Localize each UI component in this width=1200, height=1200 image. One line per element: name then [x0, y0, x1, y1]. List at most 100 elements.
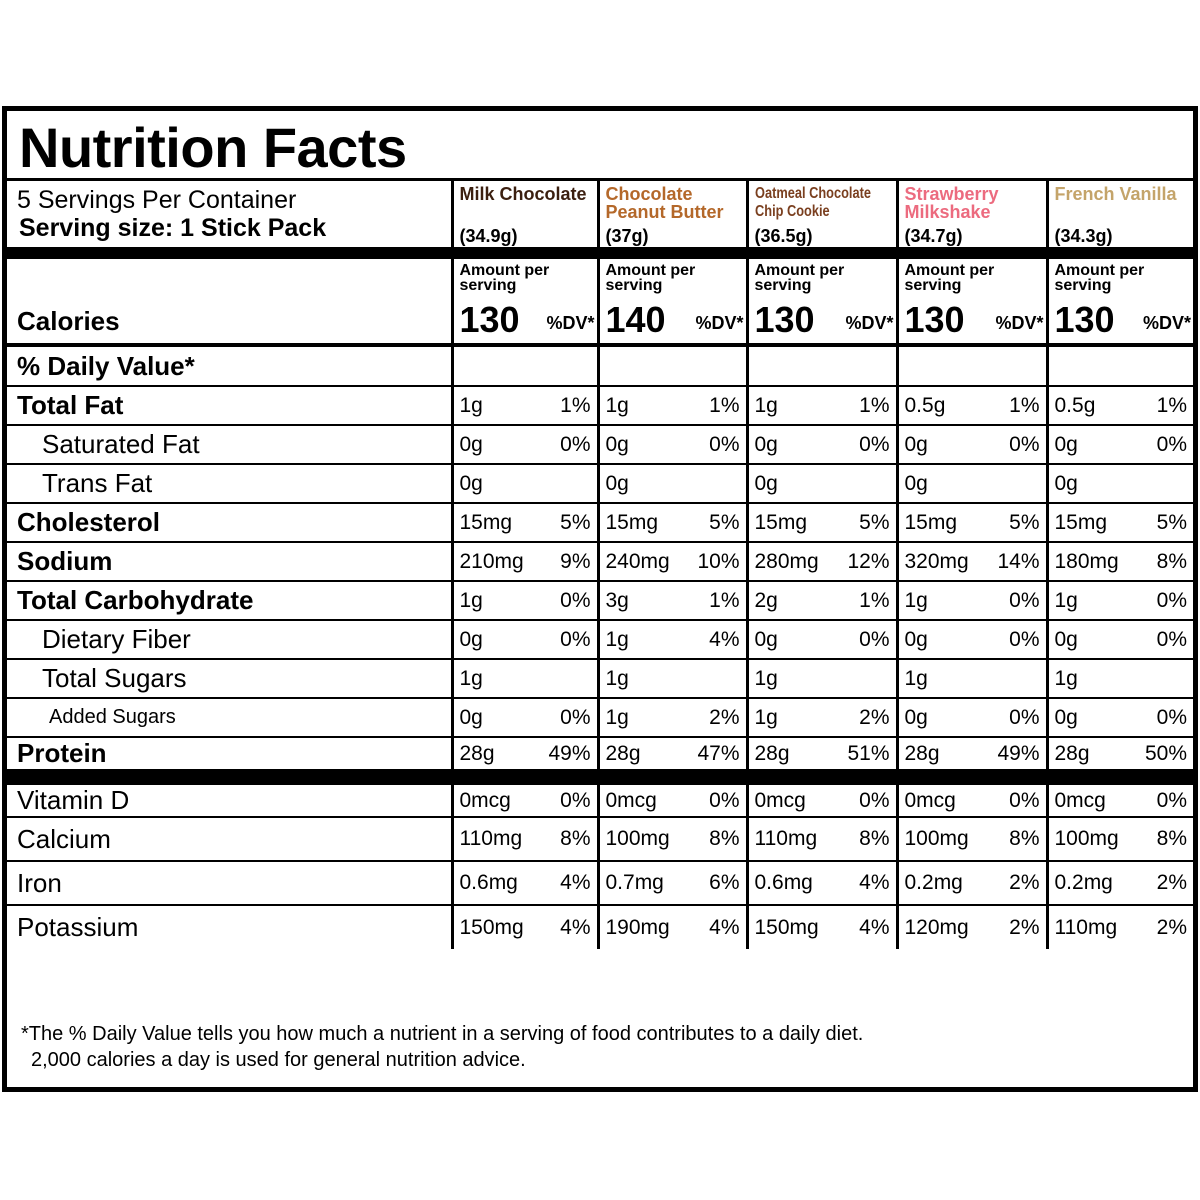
percent-dv: 0%: [560, 705, 591, 729]
nutrient-cell: 0g: [450, 463, 598, 503]
percent-dv: 1%: [560, 393, 591, 417]
nutrient-cell: 1g 0%: [450, 580, 598, 620]
nutrient-cell: 110mg 8%: [745, 816, 897, 861]
percent-dv: 6%: [709, 871, 740, 894]
flavor-weight: (34.9g): [459, 226, 518, 246]
calories-value: 130: [459, 299, 520, 340]
nutrient-cell: 0g 0%: [596, 424, 747, 464]
percent-dv: 5%: [709, 510, 740, 534]
nutrient-cell: 0.6mg 4%: [450, 860, 598, 905]
nutrient-row: Sodium 210mg 9% 240mg 10% 280mg 12% 320mg 14% 180…: [7, 541, 1193, 581]
nutrient-cell: 1g 1%: [450, 385, 598, 425]
nutrient-cell: 0g: [745, 463, 897, 503]
nutrient-cell: 180mg 8%: [1045, 541, 1193, 581]
nutrient-row: Cholesterol 15mg 5% 15mg 5% 15mg 5% 15mg 5% 15mg 5…: [7, 502, 1193, 542]
nutrient-cell: 28g 50%: [1045, 736, 1193, 777]
nutrient-cell: 1g: [895, 658, 1047, 698]
percent-dv: 1%: [709, 393, 740, 417]
amount-per-serving: Amount per serving: [754, 262, 845, 294]
amount: 100mg: [1054, 827, 1119, 850]
amount: 28g: [904, 741, 940, 765]
amount: 320mg: [904, 549, 969, 573]
percent-dv: 9%: [560, 549, 591, 573]
nutrient-row: Vitamin D 0mcg 0% 0mcg 0% 0mcg 0% 0mcg 0% 0mcg 0%: [7, 769, 1193, 817]
nutrient-cell: 28g 49%: [450, 736, 598, 777]
empty-cell: [1045, 343, 1193, 386]
amount: 0g: [904, 432, 928, 456]
percent-dv: 51%: [847, 741, 890, 765]
amount: 0g: [459, 471, 483, 495]
amount: 0g: [459, 432, 483, 456]
nutrient-label: Sodium: [7, 541, 452, 581]
amount: 1g: [904, 666, 928, 690]
percent-dv: 47%: [697, 741, 740, 765]
nutrient-label: Total Sugars: [7, 658, 452, 698]
amount: 0.5g: [1054, 393, 1096, 417]
nutrient-cell: 1g 2%: [596, 697, 747, 737]
nutrient-cell: 1g: [1045, 658, 1193, 698]
amount: 110mg: [1054, 915, 1118, 939]
percent-dv: 1%: [1156, 393, 1187, 417]
amount: 0mcg: [459, 788, 511, 812]
nutrient-cell: 1g 0%: [895, 580, 1047, 620]
nutrient-cell: 320mg 14%: [895, 541, 1047, 581]
percent-dv: 5%: [1009, 510, 1040, 534]
flavor-weight: (37g): [605, 226, 649, 246]
calories-label: Calories: [7, 247, 452, 345]
amount: 0.5g: [904, 393, 946, 417]
amount: 28g: [459, 741, 495, 765]
percent-dv: 0%: [560, 432, 591, 456]
amount: 0.2mg: [904, 871, 963, 894]
nutrient-cell: 110mg 2%: [1045, 904, 1193, 949]
nutrient-row: Saturated Fat 0g 0% 0g 0% 0g 0% 0g 0% 0g 0%: [7, 424, 1193, 464]
flavor-name: Oatmeal Chocolate Chip Cookie: [754, 185, 871, 220]
label-title: Nutrition Facts: [19, 116, 407, 179]
nutrient-cell: 0.5g 1%: [895, 385, 1047, 425]
amount: 0mcg: [904, 788, 956, 812]
nutrient-cell: 0g 0%: [745, 424, 897, 464]
calories-value: 130: [904, 299, 965, 340]
amount: 0g: [1054, 432, 1078, 456]
amount: 0g: [754, 471, 778, 495]
nutrition-table: 5 Servings Per Container Serving size: 1 …: [7, 178, 1193, 949]
amount: 2g: [754, 588, 778, 612]
nutrient-cell: 0mcg 0%: [1045, 769, 1193, 817]
empty-cell: [745, 343, 897, 386]
nutrient-cell: 3g 1%: [596, 580, 747, 620]
nutrient-cell: 0mcg 0%: [596, 769, 747, 817]
amount: 240mg: [605, 549, 670, 573]
percent-dv: 0%: [1009, 627, 1040, 651]
nutrient-row: Total Carbohydrate 1g 0% 3g 1% 2g 1% 1g 0% 1g 0%: [7, 580, 1193, 620]
nutrient-cell: 2g 1%: [745, 580, 897, 620]
amount: 0g: [459, 627, 483, 651]
amount: 1g: [904, 588, 928, 612]
nutrient-cell: 0g: [895, 463, 1047, 503]
percent-dv: 0%: [859, 627, 890, 651]
amount: 0g: [1054, 471, 1078, 495]
amount: 0.2mg: [1054, 871, 1113, 894]
nutrient-cell: 28g 49%: [895, 736, 1047, 777]
amount: 0g: [1054, 627, 1078, 651]
nutrient-cell: 100mg 8%: [895, 816, 1047, 861]
nutrient-label: Potassium: [7, 904, 452, 949]
amount: 3g: [605, 588, 629, 612]
nutrient-cell: 0g 0%: [895, 424, 1047, 464]
percent-dv: 14%: [997, 549, 1040, 573]
nutrient-label: Saturated Fat: [7, 424, 452, 464]
amount: 28g: [754, 741, 790, 765]
nutrient-cell: 150mg 4%: [745, 904, 897, 949]
flavor-name: Milk Chocolate: [459, 184, 587, 204]
nutrient-cell: 1g: [745, 658, 897, 698]
amount: 1g: [1054, 588, 1078, 612]
footnote-line-1: *The % Daily Value tells you how much a …: [21, 1023, 864, 1045]
amount-per-serving: Amount per serving: [904, 262, 995, 294]
percent-dv: 0%: [1009, 588, 1040, 612]
amount: 0.6mg: [459, 871, 518, 894]
amount: 1g: [754, 705, 778, 729]
nutrient-cell: 0g 0%: [895, 697, 1047, 737]
nutrient-row: Total Fat 1g 1% 1g 1% 1g 1% 0.5g 1% 0.5g 1%: [7, 385, 1193, 425]
nutrient-cell: 15mg 5%: [1045, 502, 1193, 542]
servings-per-container: 5 Servings Per Container: [17, 186, 297, 214]
amount: 0mcg: [754, 788, 806, 812]
nutrient-row: Total Sugars 1g 1g 1g 1g 1g: [7, 658, 1193, 698]
